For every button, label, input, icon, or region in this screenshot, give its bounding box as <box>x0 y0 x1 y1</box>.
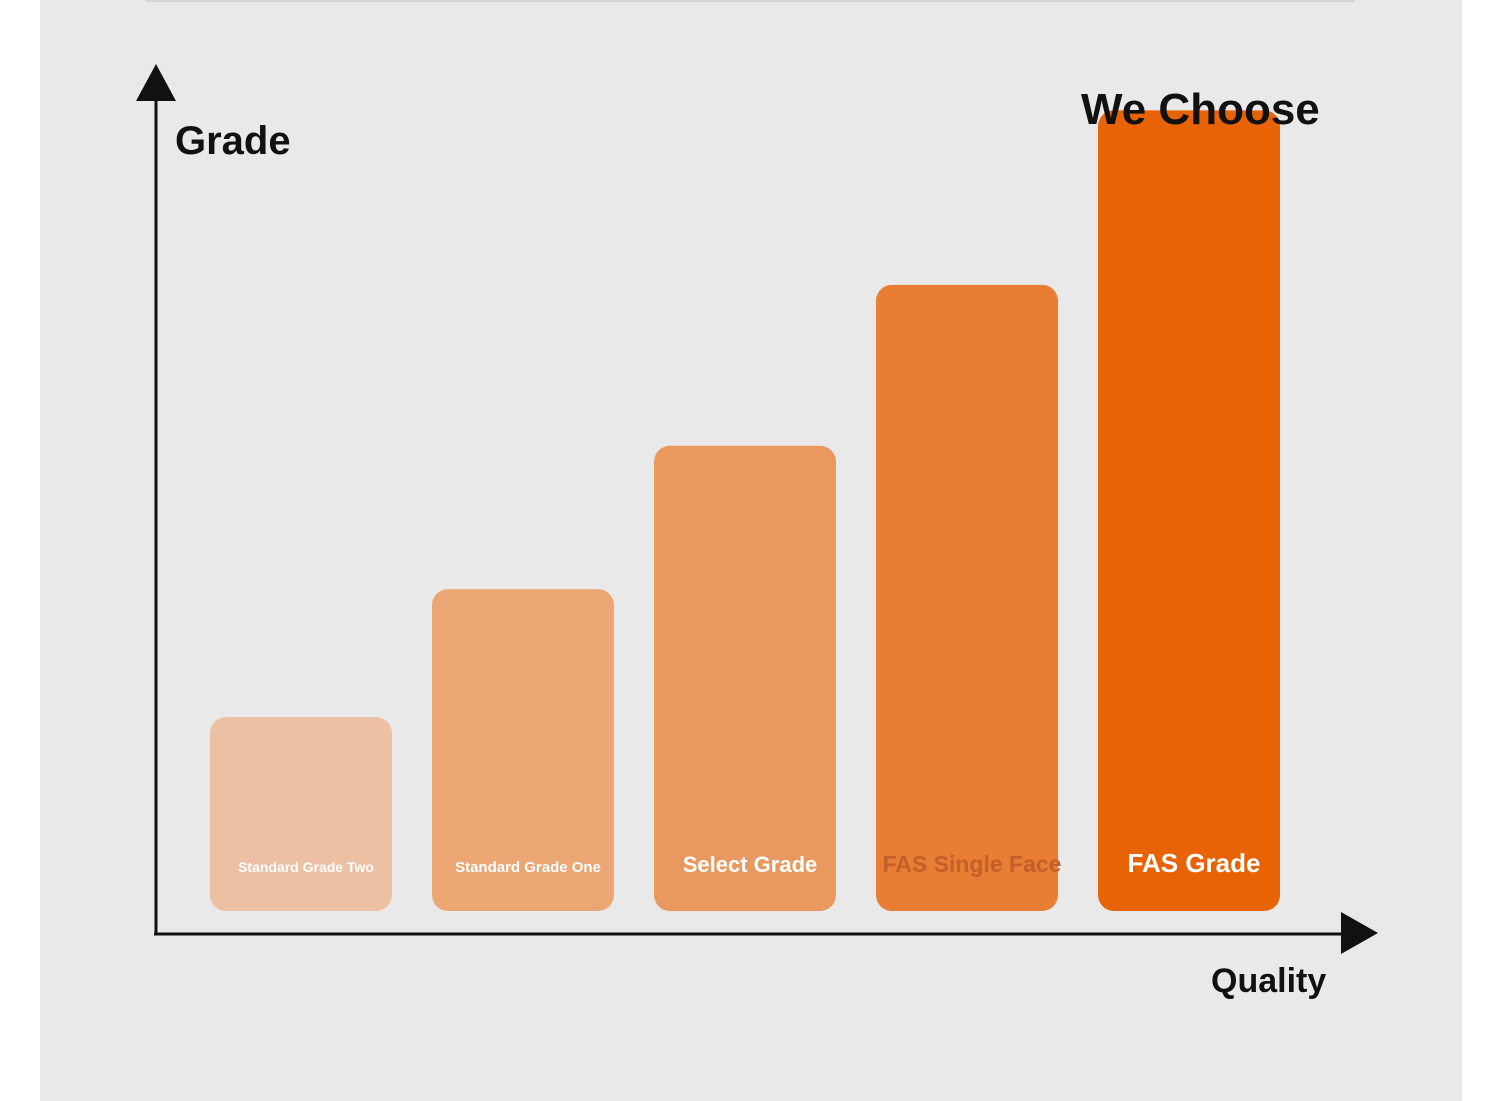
y-axis-arrow <box>136 64 176 101</box>
bar-label-fas-grade: FAS Grade <box>1128 848 1261 878</box>
x-axis-label: Quality <box>1211 962 1326 1000</box>
bars <box>210 110 1280 912</box>
we-choose-annotation: We Choose <box>1081 85 1320 134</box>
bar-select-grade <box>654 445 836 911</box>
bar-label-standard-grade-two: Standard Grade Two <box>238 859 374 875</box>
bar-labels: Standard Grade Two Standard Grade One Sele… <box>238 848 1260 878</box>
bar-fas-single-face <box>876 284 1058 912</box>
bar-label-standard-grade-one: Standard Grade One <box>455 859 601 876</box>
bar-standard-grade-two <box>210 717 392 911</box>
bar-standard-grade-one <box>432 589 614 911</box>
y-axis-label: Grade <box>175 119 291 163</box>
axes <box>136 64 1378 954</box>
bar-label-select-grade: Select Grade <box>683 852 818 877</box>
top-divider <box>145 0 1355 2</box>
bar-label-fas-single-face: FAS Single Face <box>883 851 1062 877</box>
x-axis-arrow <box>1341 912 1378 954</box>
bar-fas-grade <box>1098 110 1280 911</box>
